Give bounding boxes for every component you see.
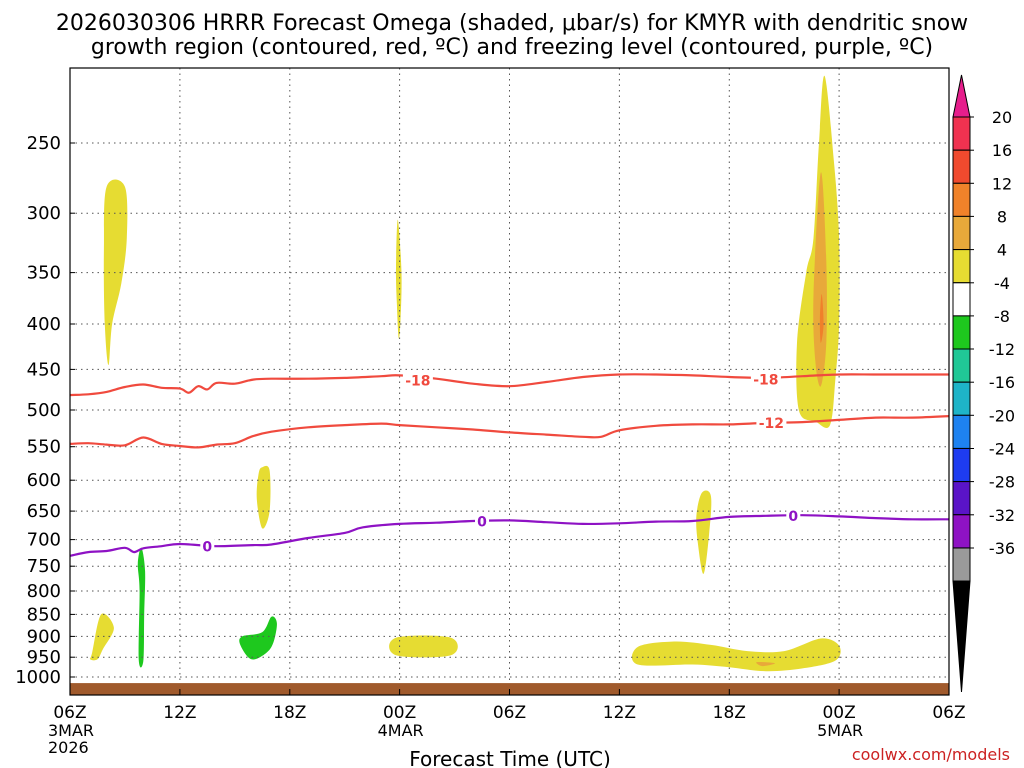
dgz-minus12-label-bg-0 <box>756 414 787 431</box>
colorbar-swatch-10 <box>952 448 971 483</box>
omega-f-region <box>631 638 841 672</box>
omega-g-region <box>696 490 712 574</box>
contour-layer: -18 -18 -12 0 0 0 <box>70 371 949 557</box>
colorbar: 20 16 12 8 4 -4 -8 -12 -16 -20 -24 -28 -32 -36 <box>952 74 1015 693</box>
x-tick-label-3: 00Z <box>383 703 416 723</box>
colorbar-bottom-arrow <box>952 580 971 693</box>
colorbar-swatch-7 <box>952 348 971 383</box>
colorbar-swatch-3 <box>952 215 971 250</box>
omega-e-region <box>389 635 458 658</box>
omega-shading-layer <box>89 75 841 672</box>
y-tick-label-950: 950 <box>27 647 61 668</box>
y-tick-label-800: 800 <box>27 581 61 602</box>
y-tick-label-750: 750 <box>27 556 61 577</box>
dgz-minus18-label-0: -18 <box>405 373 430 389</box>
freezing-level-label-1: 0 <box>477 515 487 531</box>
omega-a-region <box>103 179 128 366</box>
x-tick-label-6: 18Z <box>713 703 746 723</box>
freezing-level-label-bg-2 <box>786 507 801 524</box>
x-tick-label-0: 06Z <box>53 703 86 723</box>
credit-text: coolwx.com/models <box>852 745 1010 764</box>
colorbar-label-3: 8 <box>997 207 1007 226</box>
x-tick-label-7: 00Z <box>822 703 855 723</box>
x-axis-label: Forecast Time (UTC) <box>409 747 611 768</box>
y-tick-label-850: 850 <box>27 604 61 625</box>
x-tick-sublabel-0-1: 2026 <box>48 738 89 757</box>
colorbar-swatch-0 <box>952 116 971 151</box>
x-tick-label-2: 18Z <box>273 703 306 723</box>
colorbar-label-13: -36 <box>989 539 1015 558</box>
y-tick-label-250: 250 <box>27 133 61 154</box>
omega-l-region <box>137 547 146 668</box>
colorbar-swatch-1 <box>952 149 971 184</box>
omega-j-region <box>819 293 824 343</box>
dgz-minus18-label-bg-1 <box>750 371 781 388</box>
omega-m-region <box>239 616 277 660</box>
colorbar-label-2: 12 <box>992 174 1012 193</box>
x-tick-sublabel-7-0: 5MAR <box>817 721 863 740</box>
freezing-level-label-2: 0 <box>788 509 798 525</box>
freezing-level-line <box>70 514 949 557</box>
omega-b-region <box>89 613 114 661</box>
colorbar-label-7: -12 <box>989 340 1015 359</box>
omega-k-region <box>756 661 776 667</box>
colorbar-swatch-8 <box>952 381 971 416</box>
omega-i-region <box>813 172 827 387</box>
colorbar-swatch-11 <box>952 481 971 516</box>
x-tick-label-5: 12Z <box>603 703 636 723</box>
y-tick-label-350: 350 <box>27 263 61 284</box>
colorbar-swatch-4 <box>952 249 971 284</box>
dgz-minus18-label-1: -18 <box>753 373 778 389</box>
omega-d-region <box>395 219 402 339</box>
dgz-minus12-label-0: -12 <box>759 416 784 432</box>
colorbar-label-10: -24 <box>989 440 1015 459</box>
y-tick-label-550: 550 <box>27 437 61 458</box>
y-tick-label-300: 300 <box>27 203 61 224</box>
colorbar-label-12: -32 <box>989 506 1015 525</box>
x-tick-label-4: 06Z <box>493 703 526 723</box>
y-tick-label-700: 700 <box>27 530 61 551</box>
dgz-minus18-label-bg-0 <box>402 372 433 389</box>
y-tick-label-400: 400 <box>27 314 61 335</box>
y-axis: 2503003504004505005506006507007508008509… <box>15 133 75 688</box>
omega-c-region <box>256 465 271 529</box>
chart-title-line-2: growth region (contoured, red, ºC) and f… <box>91 35 933 60</box>
colorbar-swatch-5 <box>952 282 971 317</box>
y-tick-label-650: 650 <box>27 501 61 522</box>
y-tick-label-450: 450 <box>27 359 61 380</box>
x-tick-sublabel-0-0: 3MAR <box>48 721 94 740</box>
colorbar-label-1: 16 <box>992 141 1012 160</box>
freezing-level-label-bg-0 <box>200 538 215 555</box>
colorbar-label-0: 20 <box>992 108 1012 127</box>
colorbar-swatch-12 <box>952 514 971 549</box>
colorbar-swatch-6 <box>952 315 971 350</box>
colorbar-swatch-2 <box>952 182 971 217</box>
y-tick-label-500: 500 <box>27 400 61 421</box>
colorbar-label-6: -8 <box>994 307 1010 326</box>
colorbar-label-8: -16 <box>989 373 1015 392</box>
freezing-level-label-bg-1 <box>475 513 489 530</box>
colorbar-swatch-9 <box>952 414 971 449</box>
colorbar-label-9: -20 <box>989 406 1015 425</box>
x-tick-sublabel-3-0: 4MAR <box>378 721 424 740</box>
freezing-level-label-0: 0 <box>202 540 212 556</box>
y-tick-label-600: 600 <box>27 470 61 491</box>
x-tick-label-8: 06Z <box>932 703 965 723</box>
y-tick-label-900: 900 <box>27 626 61 647</box>
colorbar-label-4: 4 <box>997 241 1007 260</box>
y-tick-label-1000: 1000 <box>15 667 61 688</box>
chart-title-line-1: 2026030306 HRRR Forecast Omega (shaded, … <box>56 11 968 36</box>
x-tick-label-1: 12Z <box>163 703 196 723</box>
colorbar-label-11: -28 <box>989 473 1015 492</box>
colorbar-swatch-13 <box>952 547 971 582</box>
colorbar-label-5: -4 <box>994 274 1010 293</box>
grid-lines <box>70 68 949 695</box>
